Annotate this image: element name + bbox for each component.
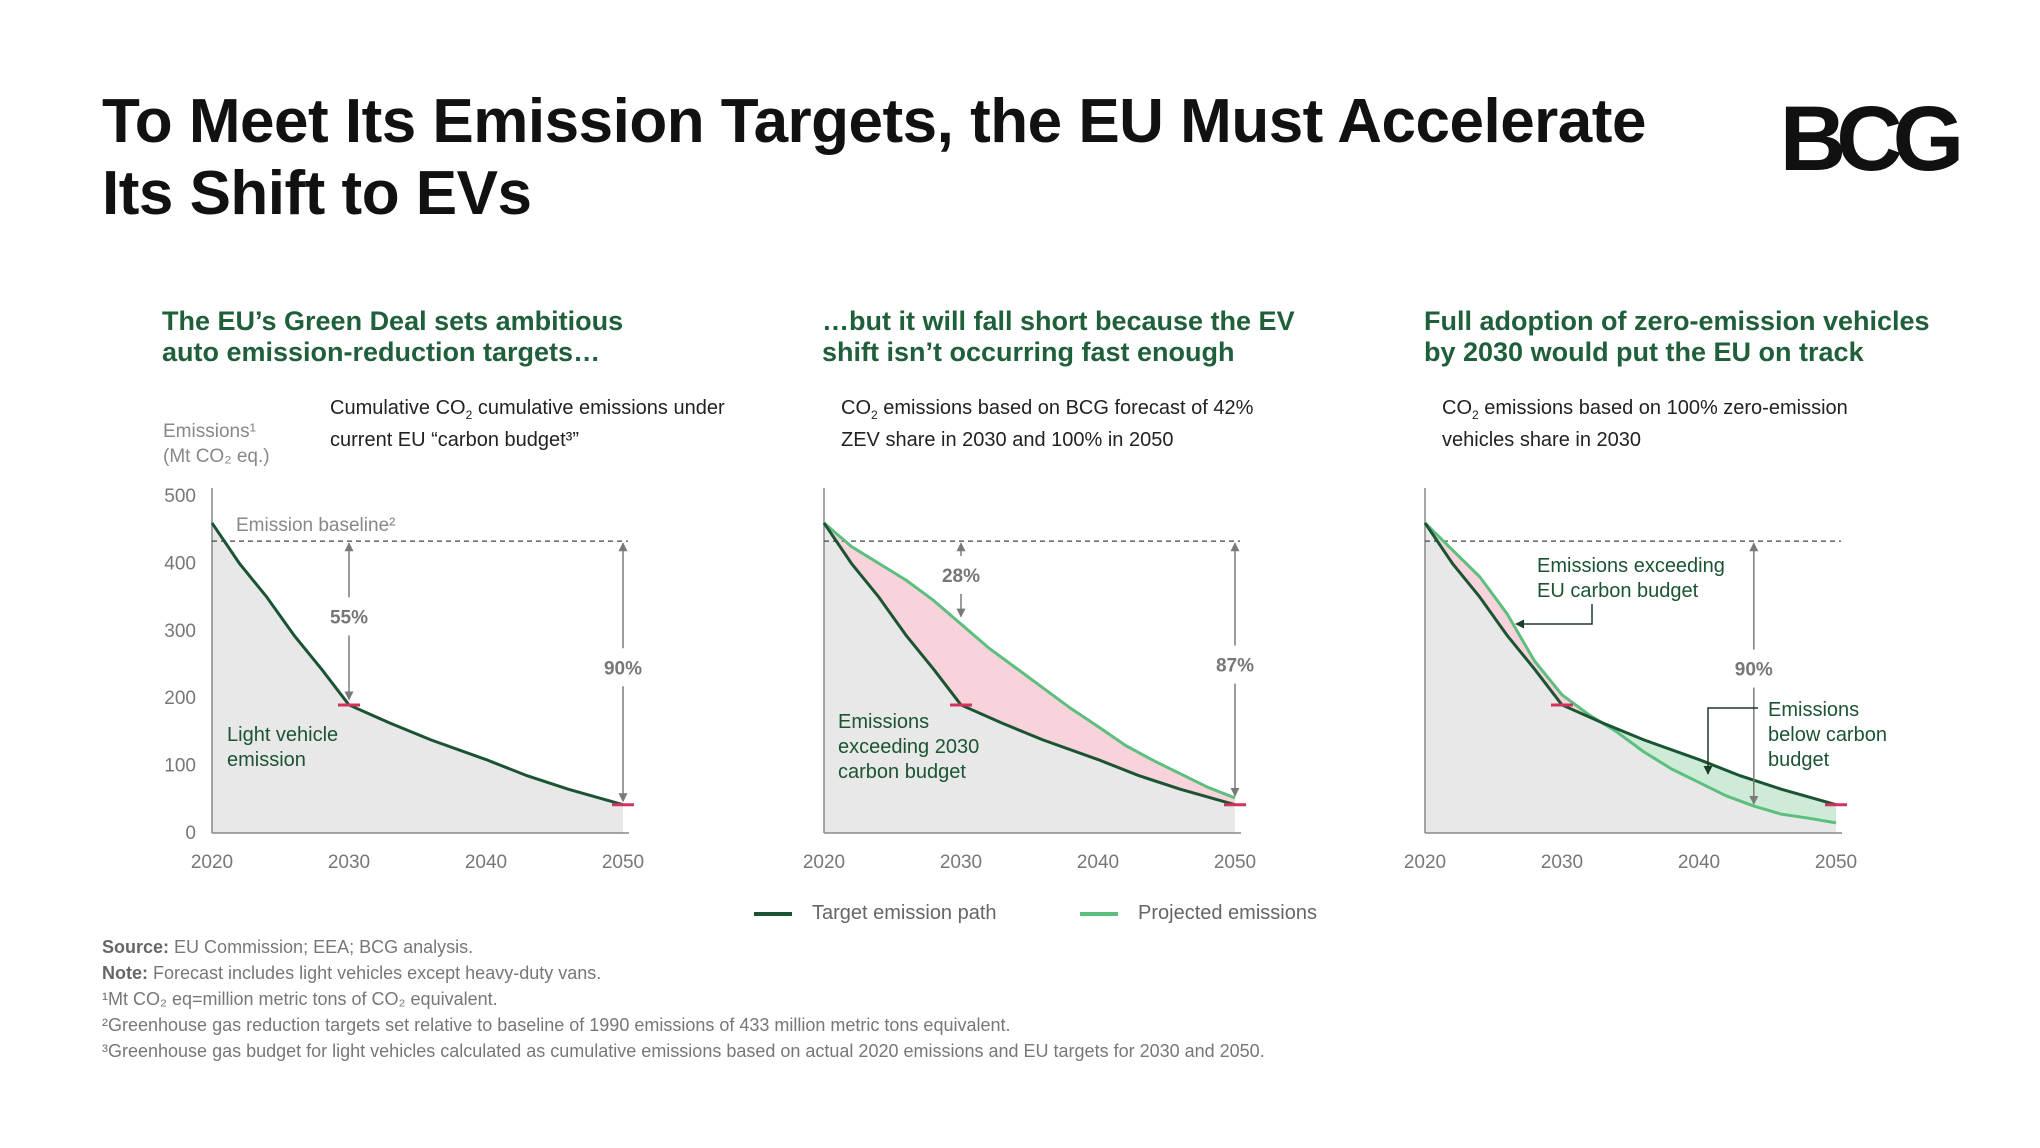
- chart-3-annotation-1-label: 90%: [1735, 660, 1773, 681]
- chart-1-area-label-line-1: Light vehicle: [227, 724, 338, 746]
- chart-1-annotation-2-label: 90%: [604, 658, 642, 679]
- chart-2-area-label-line-3: carbon budget: [838, 761, 966, 783]
- chart-3-below-label-line-3: budget: [1768, 749, 1830, 771]
- chart-1-y-tick-400: 400: [164, 553, 196, 574]
- source-line: Source: EU Commission; EEA; BCG analysis…: [102, 937, 474, 957]
- note-line: Note: Forecast includes light vehicles e…: [102, 963, 602, 983]
- chart-2-area-label-line-1: Emissions: [838, 711, 929, 733]
- page-title: To Meet Its Emission Targets, the EU Mus…: [102, 87, 1646, 228]
- chart-1-y-tick-300: 300: [164, 621, 196, 642]
- chart-1-y-tick-100: 100: [164, 756, 196, 777]
- chart-3-below-area-1: [1601, 722, 1836, 823]
- footnote-3: ³Greenhouse gas budget for light vehicle…: [102, 1041, 1265, 1061]
- bcg-logo: BCG: [1780, 98, 1960, 180]
- legend-projected-swatch: [1080, 911, 1118, 916]
- chart-3-x-tick-2040: 2040: [1678, 852, 1720, 873]
- chart-1-x-tick-2040: 2040: [465, 852, 507, 873]
- chart-1-x-tick-2050: 2050: [602, 852, 644, 873]
- panel-1-heading: The EU’s Green Deal sets ambitious auto …: [162, 306, 624, 367]
- chart-1-y-label-line-1: Emissions¹: [163, 421, 256, 442]
- chart-2-projected-line: [823, 521, 1236, 800]
- chart-2-target-line: [822, 522, 1236, 807]
- chart-3-below-pointer: [1703, 707, 1758, 775]
- panel-2-heading: …but it will fall short because the EV s…: [822, 306, 1295, 367]
- chart-1-area-label-line-2: emission: [227, 749, 306, 771]
- legend-target-swatch: [754, 911, 792, 916]
- chart-1-y-tick-0: 0: [185, 823, 196, 844]
- chart-3-x-tick-2030: 2030: [1541, 852, 1583, 873]
- chart-2-x-tick-2030: 2030: [940, 852, 982, 873]
- chart-3-below-label-line-1: Emissions: [1768, 699, 1859, 721]
- chart-3-exceeding-pointer: [1515, 604, 1593, 629]
- chart-legend: Target emission path Projected emissions: [0, 902, 2040, 938]
- chart-2-annotation-2-label: 87%: [1216, 656, 1254, 677]
- chart-1-y-label-line-2: (Mt CO₂ eq.): [163, 446, 270, 467]
- chart-1-x-tick-2030: 2030: [328, 852, 370, 873]
- chart-3-target-line: [1423, 522, 1837, 807]
- chart-3-x-tick-2020: 2020: [1404, 852, 1446, 873]
- chart-1-baseline-label: Emission baseline²: [236, 515, 395, 536]
- chart-3-exceeding-area-1: [1425, 522, 1600, 722]
- chart-2-area-label-line-2: exceeding 2030: [838, 736, 979, 758]
- chart-3-target-area: [1425, 522, 1836, 833]
- chart-2-target-area: [824, 522, 1235, 833]
- chart-2-x-tick-2020: 2020: [803, 852, 845, 873]
- footnote-1: ¹Mt CO₂ eq=million metric tons of CO₂ eq…: [102, 989, 498, 1009]
- chart-2-x-tick-2040: 2040: [1077, 852, 1119, 873]
- panel-2-subtitle: CO2 emissions based on BCG forecast of 4…: [841, 397, 1254, 451]
- bcg-logo-text: BCG: [1780, 98, 1959, 180]
- chart-3-exceeding-label-line-2: EU carbon budget: [1537, 580, 1699, 602]
- chart-3-projected-line: [1423, 521, 1837, 825]
- footnote-2: ²Greenhouse gas reduction targets set re…: [102, 1015, 1011, 1035]
- chart-3-below-label-line-2: below carbon: [1768, 724, 1887, 746]
- chart-3-exceeding-label-line-1: Emissions exceeding: [1537, 555, 1725, 577]
- legend-target: Target emission path: [754, 902, 997, 925]
- footnotes: Source: EU Commission; EEA; BCG analysis…: [102, 934, 1802, 1064]
- chart-2-annotation-1-label: 28%: [942, 566, 980, 587]
- chart-1-annotation-1-label: 55%: [330, 607, 368, 628]
- chart-3-x-tick-2050: 2050: [1815, 852, 1857, 873]
- chart-2-x-tick-2050: 2050: [1214, 852, 1256, 873]
- chart-1-y-tick-200: 200: [164, 688, 196, 709]
- chart-1-target-line: [210, 522, 624, 807]
- legend-projected: Projected emissions: [1080, 902, 1317, 925]
- panel-3-subtitle: CO2 emissions based on 100% zero-emissio…: [1442, 397, 1848, 451]
- panel-1-subtitle: Cumulative CO2 cumulative emissions unde…: [330, 397, 725, 451]
- chart-1-x-tick-2020: 2020: [191, 852, 233, 873]
- panel-3-heading: Full adoption of zero-emission vehicles …: [1424, 306, 1930, 367]
- chart-1-y-tick-500: 500: [164, 486, 196, 507]
- chart-1-target-area: [212, 522, 623, 833]
